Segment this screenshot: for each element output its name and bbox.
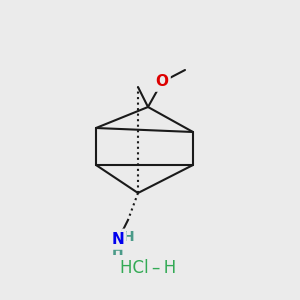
Text: N: N — [112, 232, 124, 247]
Text: H: H — [112, 244, 124, 258]
Text: O: O — [155, 74, 169, 89]
Text: H: H — [123, 230, 135, 244]
Text: HCl – H: HCl – H — [120, 259, 176, 277]
